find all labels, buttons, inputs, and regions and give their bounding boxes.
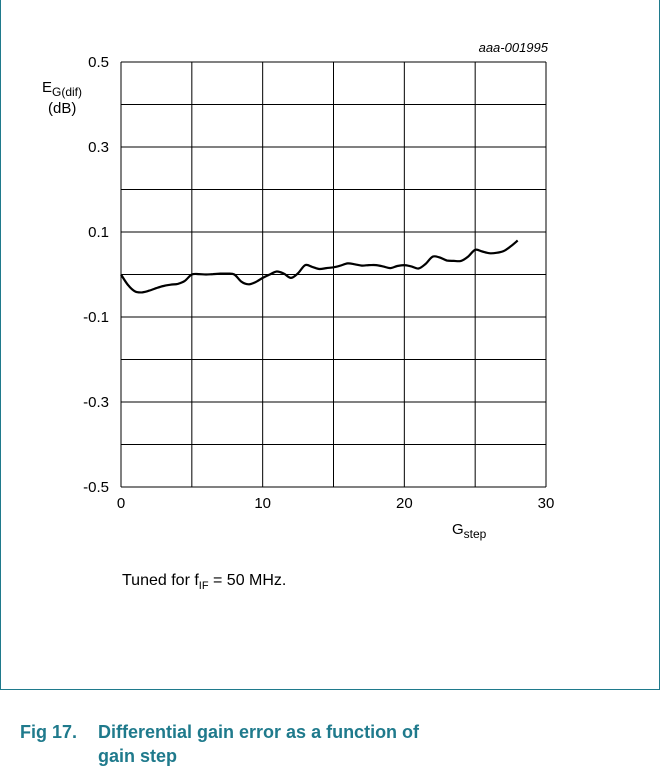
note-prefix: Tuned for f	[122, 572, 199, 589]
tick-labels: 0 10 20 30 0.5 0.3 0.1 -0.1 -0.3 -0.5	[83, 54, 554, 512]
figure-title: Differential gain error as a function of	[98, 722, 420, 742]
x-tick-label: 20	[396, 495, 413, 512]
figure-caption: Fig 17. Differential gain error as a func…	[20, 720, 480, 768]
y-tick-label: 0.5	[88, 54, 109, 71]
y-tick-label: 0.1	[88, 224, 109, 241]
chart-note: Tuned for fIF = 50 MHz.	[122, 572, 286, 592]
y-axis-label: EG(dif)	[42, 79, 82, 99]
x-tick-label: 10	[254, 495, 271, 512]
chart-code: aaa-001995	[479, 40, 549, 55]
chart: 0 10 20 300.50.30.1-0.1-0.3-0.5 aaa-001995 …	[42, 40, 554, 541]
note-sub: IF	[198, 580, 209, 593]
x-axis-label-sub: step	[464, 527, 487, 541]
figure-title-line2: gain step	[98, 746, 178, 766]
x-tick-label: 0	[117, 495, 125, 512]
note-suffix: = 50 MHz.	[208, 572, 287, 589]
x-axis-label: Gstep	[452, 521, 487, 541]
series-layer	[120, 239, 519, 294]
grid	[120, 61, 547, 488]
figure-number: Fig 17.	[20, 722, 78, 742]
series-line-0	[120, 239, 519, 294]
x-axis-label-main: G	[452, 521, 464, 538]
y-tick-label: -0.3	[83, 394, 109, 411]
y-tick-label: -0.1	[83, 309, 109, 326]
y-axis-unit: (dB)	[48, 100, 76, 117]
y-tick-label: 0.3	[88, 139, 109, 156]
x-tick-label: 30	[538, 495, 555, 512]
y-tick-label: -0.5	[83, 479, 109, 496]
y-axis-label-sub: G(dif)	[52, 85, 82, 99]
y-axis-label-main: E	[42, 79, 52, 96]
figure-frame	[0, 0, 660, 690]
